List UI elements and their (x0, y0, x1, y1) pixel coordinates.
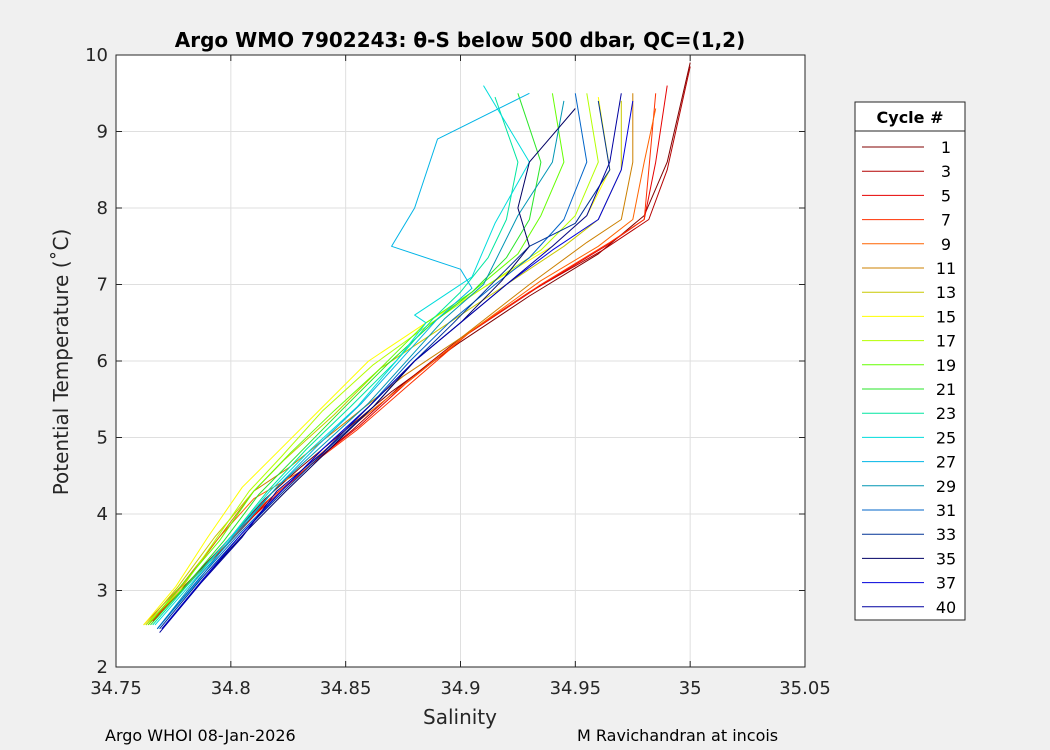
y-axis-label: Potential Temperature (˚C) (49, 229, 73, 496)
y-tick-label: 5 (97, 428, 108, 449)
legend-label-cycle-31: 31 (936, 501, 956, 520)
legend-label-cycle-27: 27 (936, 453, 956, 472)
y-tick-label: 4 (97, 504, 108, 525)
legend-label-cycle-5: 5 (941, 186, 951, 205)
y-tick-label: 9 (97, 122, 108, 143)
x-tick-label: 34.9 (440, 678, 480, 699)
x-tick-label: 34.75 (90, 678, 142, 699)
legend-label-cycle-1: 1 (941, 138, 951, 157)
footer-right: M Ravichandran at incois (577, 726, 778, 745)
y-tick-label: 3 (97, 581, 108, 602)
legend-label-cycle-33: 33 (936, 525, 956, 544)
legend-label-cycle-7: 7 (941, 211, 951, 230)
x-tick-label: 35.05 (779, 678, 831, 699)
legend-label-cycle-17: 17 (936, 332, 956, 351)
y-tick-label: 10 (85, 45, 108, 66)
legend-label-cycle-3: 3 (941, 162, 951, 181)
legend-label-cycle-40: 40 (936, 598, 956, 617)
legend-label-cycle-21: 21 (936, 380, 956, 399)
series-line-cycle-27 (156, 92, 530, 630)
x-tick-label: 34.95 (550, 678, 602, 699)
y-tick-label: 2 (97, 657, 108, 678)
x-axis-label: Salinity (423, 705, 497, 729)
legend-label-cycle-13: 13 (936, 283, 956, 302)
series-lines (143, 62, 691, 633)
legend-label-cycle-15: 15 (936, 307, 956, 326)
y-tick-label: 8 (97, 198, 108, 219)
series-line-cycle-19 (147, 93, 565, 626)
series-line-cycle-25 (154, 85, 530, 626)
legend: Cycle # 13579111315171921232527293133353… (854, 101, 966, 621)
x-tick-label: 34.8 (211, 678, 251, 699)
legend-label-cycle-25: 25 (936, 428, 956, 447)
x-tick-label: 35 (679, 678, 702, 699)
legend-label-cycle-35: 35 (936, 549, 956, 568)
legend-label-cycle-11: 11 (936, 259, 956, 278)
footer-left: Argo WHOI 08-Jan-2026 (105, 726, 296, 745)
legend-label-cycle-37: 37 (936, 574, 956, 593)
legend-box (854, 101, 966, 621)
chart-title: Argo WMO 7902243: θ-S below 500 dbar, QC… (175, 28, 745, 52)
series-line-cycle-29 (156, 100, 565, 630)
x-tick-label: 34.85 (320, 678, 372, 699)
series-line-cycle-31 (156, 93, 588, 630)
series-line-cycle-17 (145, 93, 599, 626)
y-tick-label: 7 (97, 275, 108, 296)
legend-label-cycle-9: 9 (941, 235, 951, 254)
legend-title: Cycle # (877, 108, 944, 127)
legend-label-cycle-19: 19 (936, 356, 956, 375)
axis-ticks: 34.75 34.8 34.85 34.9 34.95 35 35.05 2 3 4 5 6 7 8 9 10 (85, 45, 831, 699)
series-line-cycle-21 (150, 93, 542, 626)
series-line-cycle-11 (143, 93, 634, 626)
y-tick-label: 6 (97, 351, 108, 372)
legend-label-cycle-29: 29 (936, 477, 956, 496)
series-line-cycle-40 (159, 93, 622, 633)
legend-label-cycle-23: 23 (936, 404, 956, 423)
